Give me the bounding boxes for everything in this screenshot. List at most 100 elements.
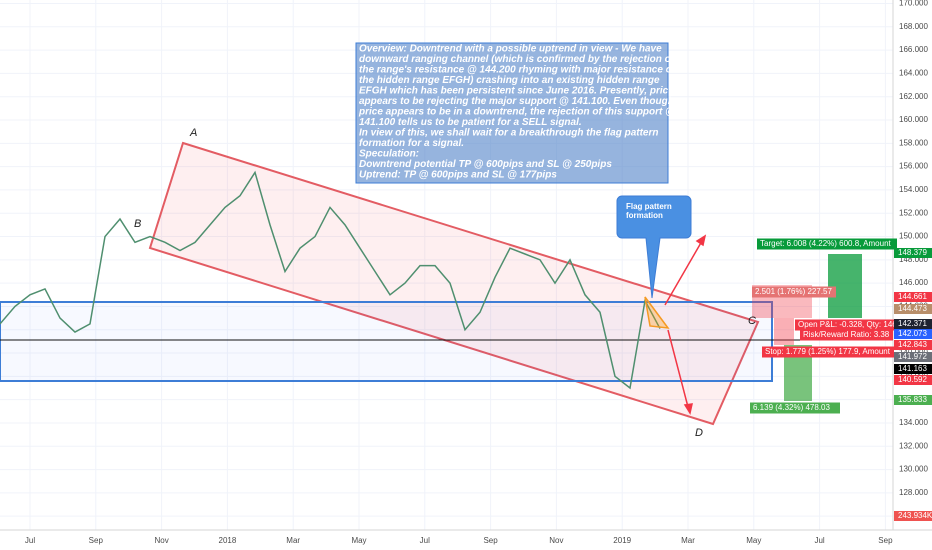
price-tag-text: 135.833 xyxy=(898,395,927,404)
y-tick-label: 130.000 xyxy=(899,465,928,474)
y-tick-label: 152.000 xyxy=(899,208,928,217)
price-tag-text: 142.371 xyxy=(898,319,927,328)
annotation-line: the range's resistance @ 144.200 rhyming… xyxy=(359,65,677,76)
annotation-line: downward ranging channel (which is confi… xyxy=(359,54,676,65)
price-tag xyxy=(894,248,932,258)
position-tag-text: 6.139 (4.32%) 478.03 xyxy=(753,403,830,412)
y-tick-label: 164.000 xyxy=(899,69,928,78)
position-tag-text: Risk/Reward Ratio: 3.38 xyxy=(803,330,890,339)
x-tick-label: Sep xyxy=(878,536,893,545)
price-tag xyxy=(894,329,932,339)
x-tick-label: Nov xyxy=(549,536,563,545)
price-tag-text: 142.073 xyxy=(898,329,927,338)
flag-callout xyxy=(616,195,692,299)
channel xyxy=(148,141,760,426)
annotation-box xyxy=(355,42,669,184)
annotation-line: EFGH which has been persistent since Jun… xyxy=(359,86,674,97)
price-tag xyxy=(894,319,932,329)
target-zone xyxy=(828,254,862,318)
position-tag xyxy=(762,346,894,358)
price-tag xyxy=(894,304,932,314)
range-box xyxy=(0,301,773,382)
annotation-line: Downtrend potential TP @ 600pips and SL … xyxy=(359,159,612,170)
price-axis xyxy=(893,0,932,550)
price-tag xyxy=(894,340,932,350)
callout-text: Flag pattern xyxy=(626,202,672,211)
point-label: B xyxy=(134,218,141,230)
y-tick-label: 170.000 xyxy=(899,0,928,8)
point-label: C xyxy=(748,315,756,327)
y-tick-label: 168.000 xyxy=(899,22,928,31)
annotation-line: Overview: Downtrend with a possible uptr… xyxy=(359,44,662,55)
annotation-line: formation for a signal. xyxy=(359,138,464,149)
price-tag-text: 243.934K xyxy=(898,511,932,520)
position-tag-text: 2.501 (1.76%) 227.57 xyxy=(755,287,832,296)
x-tick-label: Jul xyxy=(814,536,824,545)
annotation: Overview: Downtrend with a possible uptr… xyxy=(358,44,677,181)
y-tick-label: 156.000 xyxy=(899,162,928,171)
position-labels: Target: 6.008 (4.22%) 600.8, Amount 2.501… xyxy=(750,238,897,414)
y-tick-label: 150.000 xyxy=(899,232,928,241)
point-label: D xyxy=(695,427,703,439)
price-tag xyxy=(894,352,932,362)
annotation-line: 141.100 tells us to be patient for a SEL… xyxy=(359,117,582,128)
y-tick-label: 154.000 xyxy=(899,185,928,194)
y-tick-label: 162.000 xyxy=(899,92,928,101)
x-tick-label: Mar xyxy=(681,536,695,545)
price-tag xyxy=(894,292,932,302)
annotation-line: price appears to be in a downtrend, the … xyxy=(358,107,675,118)
position-tag xyxy=(800,329,893,341)
point-label: A xyxy=(189,127,197,139)
price-tag-text: 144.661 xyxy=(898,292,927,301)
x-tick-label: May xyxy=(351,536,366,545)
arrow-down xyxy=(667,329,689,408)
position-tag xyxy=(795,319,895,331)
position-tag xyxy=(757,238,897,250)
price-tag-text: 148.379 xyxy=(898,248,927,257)
price-tag xyxy=(894,395,932,405)
x-tick-label: Mar xyxy=(286,536,300,545)
axes: 126.000128.000130.000132.000134.000136.0… xyxy=(25,0,932,545)
price-tag-text: 142.843 xyxy=(898,340,927,349)
annotation-line: Speculation: xyxy=(359,149,419,160)
x-tick-label: Jul xyxy=(25,536,35,545)
x-tick-label: Sep xyxy=(483,536,498,545)
arrow-head xyxy=(695,234,707,247)
annotation-line: appears to be rejecting the major suppor… xyxy=(359,96,674,107)
annotation-line: In view of this, we shall wait for a bre… xyxy=(359,128,659,139)
price-tag xyxy=(894,364,932,374)
position-tag xyxy=(750,402,840,414)
x-tick-label: Nov xyxy=(154,536,168,545)
x-tick-label: May xyxy=(746,536,761,545)
position-tag-text: Target: 6.008 (4.22%) 600.8, Amount xyxy=(760,239,892,248)
y-tick-label: 160.000 xyxy=(899,115,928,124)
arrows xyxy=(664,234,707,415)
y-tick-label: 166.000 xyxy=(899,45,928,54)
flag-pattern xyxy=(644,296,670,329)
y-tick-label: 146.000 xyxy=(899,278,928,287)
annotation-line: the hidden range EFGH) crashing into an … xyxy=(359,75,660,86)
y-tick-label: 134.000 xyxy=(899,418,928,427)
y-tick-label: 132.000 xyxy=(899,441,928,450)
price-tag-text: 141.163 xyxy=(898,364,927,373)
price-tag xyxy=(894,375,932,385)
series xyxy=(0,170,661,390)
annotation-line: Uptrend: TP @ 600pips and SL @ 177pips xyxy=(359,170,557,181)
price-tag-text: 140.592 xyxy=(898,375,927,384)
y-tick-label: 158.000 xyxy=(899,138,928,147)
y-tick-label: 148.000 xyxy=(899,255,928,264)
x-tick-label: Sep xyxy=(89,536,104,545)
position-tag xyxy=(752,286,836,298)
price-tag xyxy=(894,511,932,521)
arrow-up xyxy=(664,240,703,306)
callout-text: formation xyxy=(626,211,663,220)
position-tag-text: Stop: 1.779 (1.25%) 177.9, Amount xyxy=(765,347,891,356)
price-line xyxy=(0,170,661,390)
y-tick-label: 128.000 xyxy=(899,488,928,497)
arrow-head xyxy=(683,403,693,415)
x-tick-label: Jul xyxy=(420,536,430,545)
price-tag-text: 141.972 xyxy=(898,352,927,361)
price-tag-text: 144.473 xyxy=(898,304,927,313)
x-tick-label: 2018 xyxy=(219,536,237,545)
